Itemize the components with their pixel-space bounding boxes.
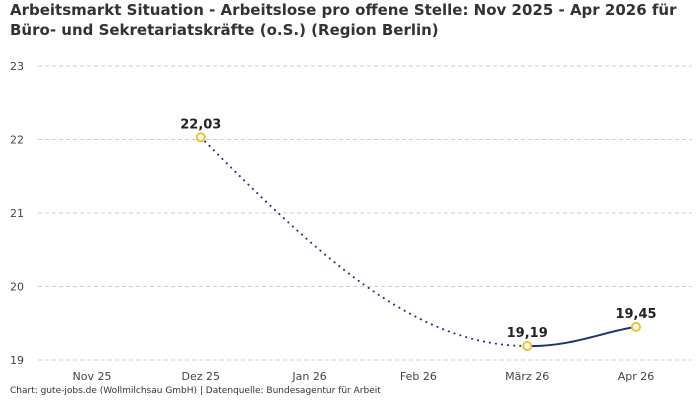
x-tick-label: Feb 26 (400, 370, 437, 383)
chart-title: Arbeitsmarkt Situation - Arbeitslose pro… (10, 1, 677, 39)
data-point (522, 341, 533, 352)
series-line (199, 136, 637, 348)
data-labels: 22,03 19,19 19,45 (180, 117, 656, 341)
y-tick-label: 23 (10, 60, 24, 73)
x-axis-ticks: Nov 25 Dez 25 Jan 26 Feb 26 März 26 Apr 26 (73, 370, 655, 383)
series-line-solid (526, 325, 637, 348)
chart-source: Chart: gute-jobs.de (Wollmilchsau GmbH) … (10, 386, 381, 396)
data-points (195, 132, 641, 352)
x-tick-label: Jan 26 (291, 370, 326, 383)
x-tick-label: Dez 25 (182, 370, 221, 383)
x-tick-label: März 26 (505, 370, 549, 383)
series-line-dotted (199, 136, 529, 348)
gridlines (38, 65, 692, 361)
x-tick-label: Nov 25 (73, 370, 112, 383)
data-point (631, 321, 641, 332)
data-point (195, 132, 206, 143)
y-tick-label: 20 (10, 281, 24, 294)
y-tick-label: 22 (10, 134, 24, 147)
data-label: 19,45 (615, 307, 656, 322)
y-tick-label: 19 (10, 354, 24, 367)
y-axis-ticks: 19 20 21 22 23 (10, 60, 24, 367)
data-label: 22,03 (180, 117, 221, 132)
x-tick-label: Apr 26 (618, 370, 655, 383)
y-tick-label: 21 (10, 207, 24, 220)
data-label: 19,19 (507, 326, 548, 341)
